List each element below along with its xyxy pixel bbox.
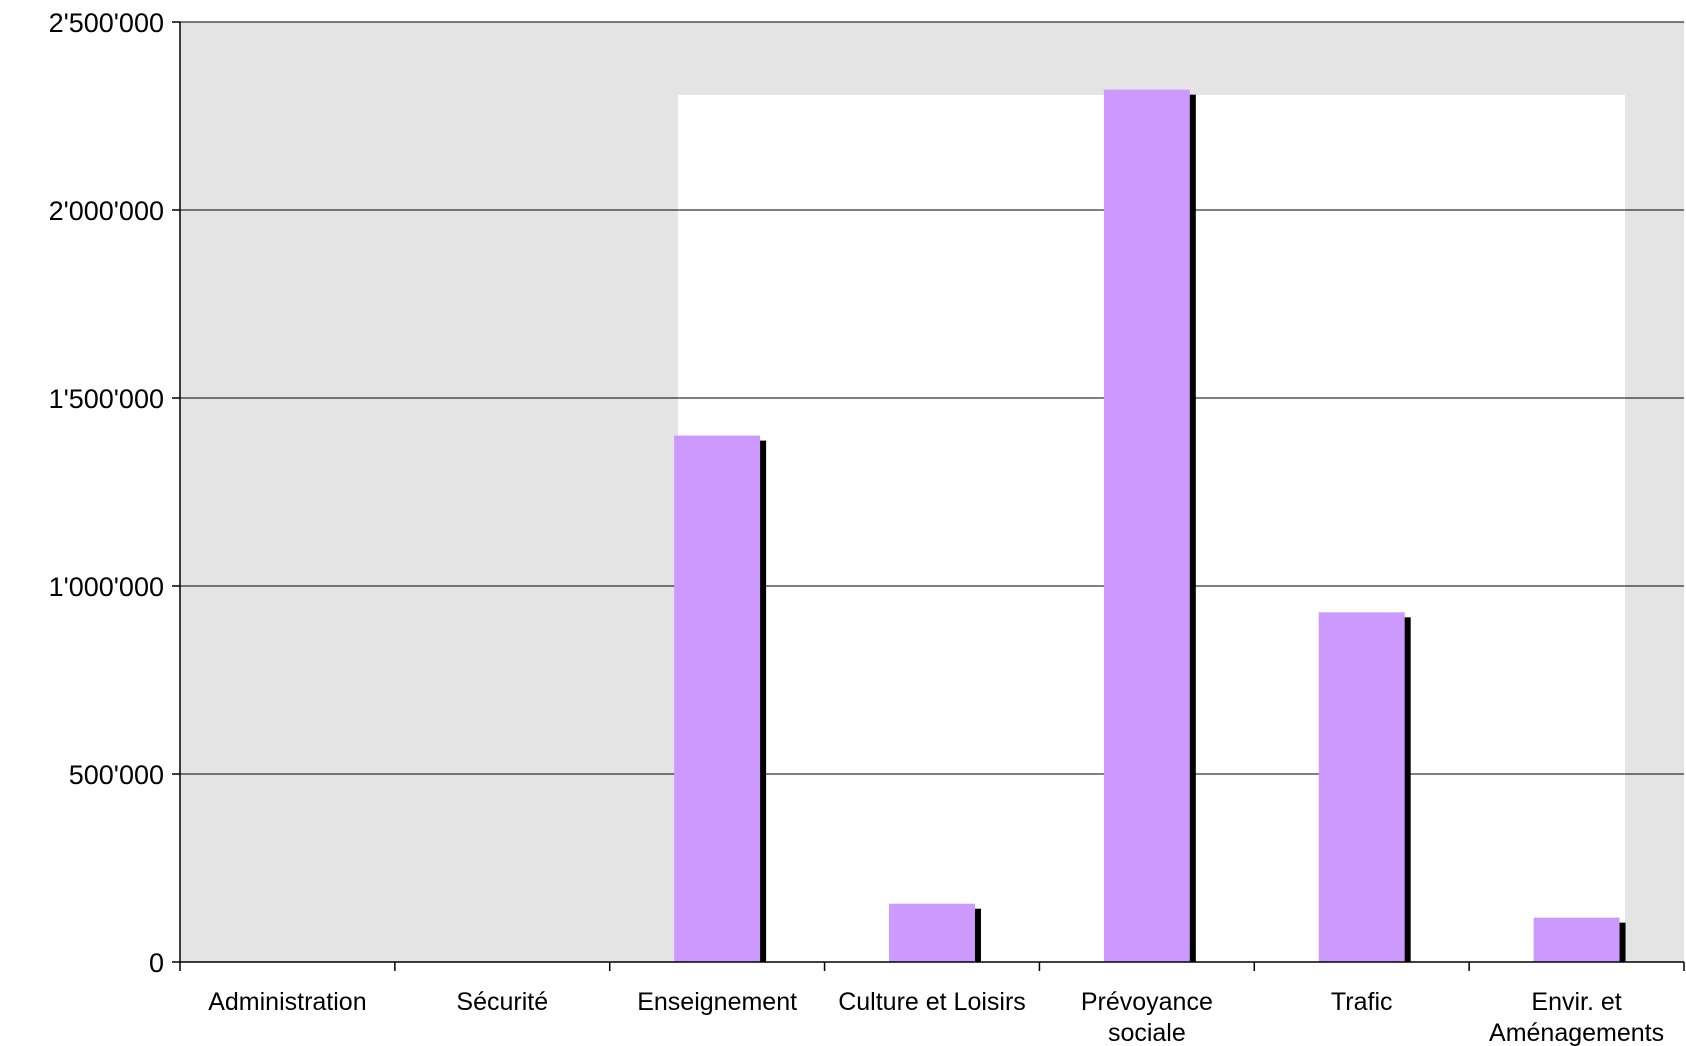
y-tick-label: 2'000'000 — [49, 196, 164, 226]
gridlines — [180, 21, 1684, 775]
x-tick-label: Culture et Loisirs — [838, 988, 1026, 1016]
x-axis: Administration Sécurité Enseignement Cultur… — [179, 961, 1685, 1046]
x-tick-label: Enseignement — [637, 988, 797, 1016]
x-tick-label: Prévoyance sociale — [1081, 988, 1213, 1046]
y-tick-label: 1'500'000 — [49, 384, 164, 414]
y-tick-label: 0 — [149, 948, 164, 978]
x-tick-label-line: Envir. et — [1531, 988, 1621, 1016]
y-axis: 0 500'000 1'000'000 1'500'000 2'000'000 2'500… — [49, 8, 181, 978]
x-tick-label-line: Enseignement — [637, 988, 797, 1016]
bar — [1533, 917, 1620, 962]
x-tick-label-line: Aménagements — [1489, 1019, 1664, 1046]
x-tick-label-line: Culture et Loisirs — [838, 988, 1026, 1016]
x-tick-label: Envir. et Aménagements — [1489, 988, 1664, 1046]
y-tick-label: 1'000'000 — [49, 572, 164, 602]
x-tick-label-line: Sécurité — [456, 988, 548, 1016]
x-tick-label-line: Trafic — [1331, 988, 1393, 1016]
x-tick-label-line: Administration — [208, 988, 366, 1016]
bar — [1318, 612, 1405, 962]
y-tick-label: 2'500'000 — [49, 8, 164, 38]
x-tick-label-line: Prévoyance — [1081, 988, 1213, 1016]
x-tick-label-line: sociale — [1108, 1019, 1186, 1046]
bar — [674, 435, 761, 963]
x-tick-label: Trafic — [1331, 988, 1393, 1016]
x-tick-label: Sécurité — [456, 988, 548, 1016]
bar — [889, 903, 975, 962]
bar — [1103, 89, 1190, 963]
x-tick-label: Administration — [208, 988, 366, 1016]
y-tick-label: 500'000 — [69, 760, 164, 790]
bars — [674, 89, 1626, 963]
